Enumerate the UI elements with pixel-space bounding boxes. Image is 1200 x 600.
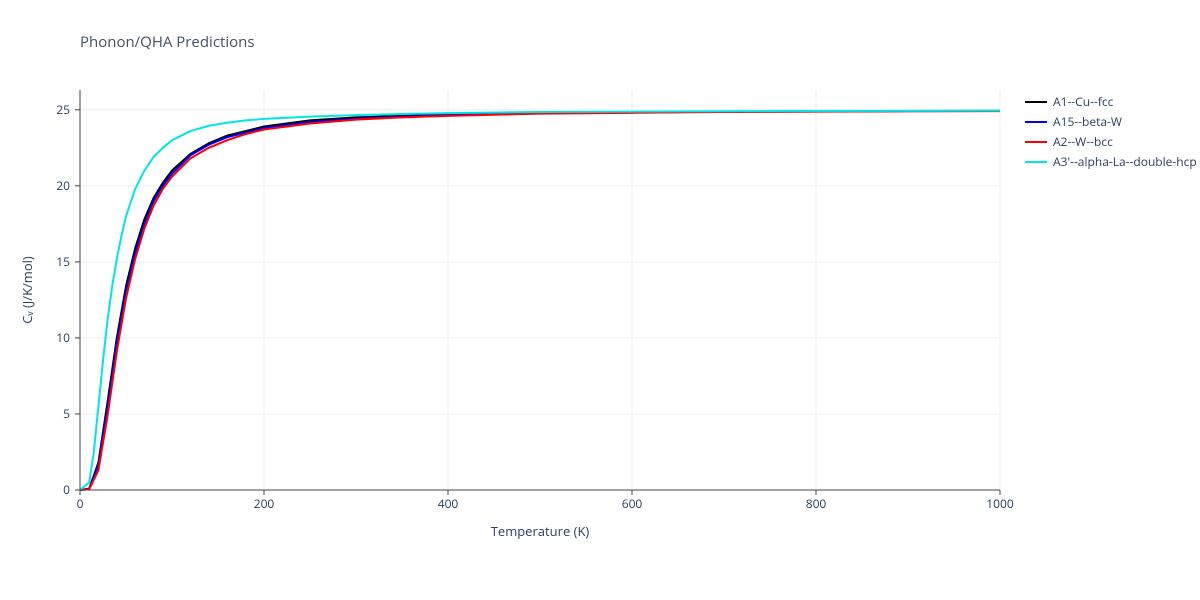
y-tick-label: 0	[63, 481, 70, 498]
x-axis-label: Temperature (K)	[491, 522, 590, 540]
chart-container: Phonon/QHA Predictions 02004006008001000…	[0, 0, 1200, 600]
series-line[interactable]	[80, 111, 1000, 490]
x-tick-label: 200	[254, 495, 275, 512]
y-axis-label: Cᵥ (J/K/mol)	[18, 256, 36, 324]
y-tick-label: 5	[63, 405, 70, 422]
legend-label: A2--W--bcc	[1053, 132, 1113, 152]
y-tick-label: 25	[56, 101, 70, 118]
plot-svg: 0 200 400 600 800 1000 0 5 10 15 20 25 Temperature (…	[0, 0, 1200, 600]
y-tick-label: 15	[56, 253, 70, 270]
legend-item[interactable]: A1--Cu--fcc	[1025, 92, 1197, 112]
series-line[interactable]	[80, 111, 1000, 490]
series-line[interactable]	[80, 111, 1000, 490]
legend-swatch	[1025, 121, 1047, 123]
legend-swatch	[1025, 141, 1047, 143]
legend-swatch	[1025, 101, 1047, 103]
legend-label: A3'--alpha-La--double-hcp	[1053, 152, 1197, 172]
legend: A1--Cu--fccA15--beta-WA2--W--bccA3'--alp…	[1025, 92, 1197, 172]
legend-swatch	[1025, 161, 1047, 163]
x-tick-label: 0	[77, 495, 84, 512]
legend-item[interactable]: A15--beta-W	[1025, 112, 1197, 132]
series-line[interactable]	[80, 111, 1000, 490]
legend-label: A1--Cu--fcc	[1053, 92, 1113, 112]
y-tick-label: 10	[56, 329, 70, 346]
x-tick-label: 800	[806, 495, 827, 512]
x-tick-label: 400	[438, 495, 459, 512]
legend-item[interactable]: A3'--alpha-La--double-hcp	[1025, 152, 1197, 172]
y-tick-label: 20	[56, 177, 70, 194]
x-tick-label: 1000	[986, 495, 1014, 512]
legend-item[interactable]: A2--W--bcc	[1025, 132, 1197, 152]
x-tick-label: 600	[622, 495, 643, 512]
legend-label: A15--beta-W	[1053, 112, 1122, 132]
